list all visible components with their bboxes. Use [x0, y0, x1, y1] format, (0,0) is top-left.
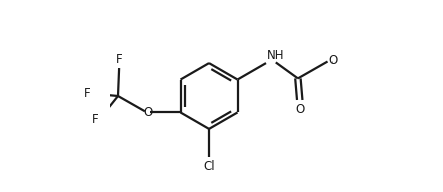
Text: NH: NH	[267, 49, 284, 62]
Text: O: O	[329, 54, 338, 67]
Text: Cl: Cl	[203, 160, 215, 173]
Text: O: O	[143, 106, 152, 119]
Text: F: F	[116, 53, 122, 66]
Text: O: O	[295, 103, 304, 116]
Text: F: F	[92, 113, 98, 126]
Text: F: F	[83, 87, 90, 100]
